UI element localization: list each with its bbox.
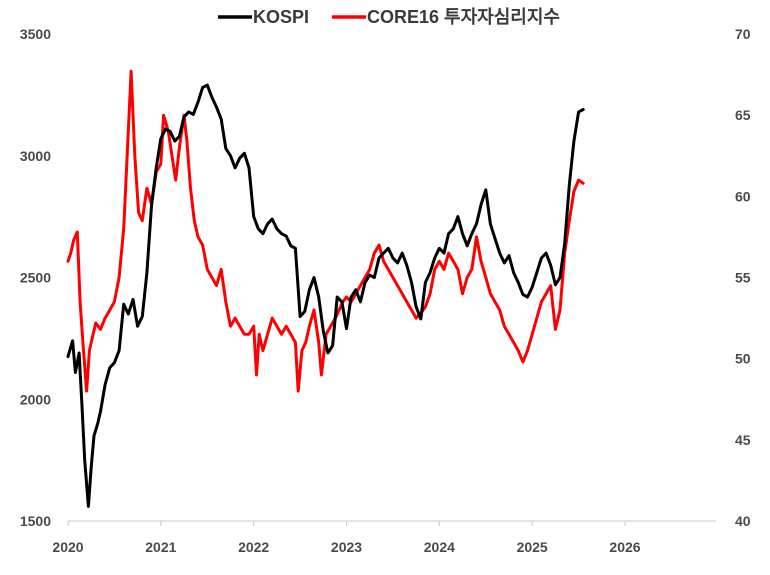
y-right-tick-label: 45 — [735, 432, 751, 448]
x-tick-label: 2022 — [238, 539, 269, 555]
x-tick-label: 2025 — [517, 539, 548, 555]
y-right-tick-label: 60 — [735, 188, 751, 204]
x-axis: 2020 2021 2022 2023 2024 2025 2026 — [52, 520, 716, 555]
y-right-tick-label: 65 — [735, 107, 751, 123]
y-right-tick-label: 55 — [735, 270, 751, 286]
y-right-tick-label: 70 — [735, 26, 751, 42]
x-tick-label: 2023 — [331, 539, 362, 555]
legend: KOSPI CORE16 투자자심리지수 — [218, 7, 560, 27]
legend-label-core16: CORE16 투자자심리지수 — [367, 7, 560, 27]
y-left-tick-label: 1500 — [20, 513, 51, 529]
x-tick-label: 2026 — [609, 539, 640, 555]
y-axis-left: 1500 2000 2500 3000 3500 — [20, 26, 51, 529]
series-line-kospi — [66, 83, 585, 508]
series-line-core16 — [66, 69, 585, 393]
y-left-tick-label: 3500 — [20, 26, 51, 42]
x-tick-label: 2021 — [145, 539, 176, 555]
y-left-tick-label: 2500 — [20, 270, 51, 286]
y-left-tick-label: 3000 — [20, 148, 51, 164]
y-right-tick-label: 50 — [735, 351, 751, 367]
x-tick-label: 2020 — [52, 539, 83, 555]
y-right-tick-label: 40 — [735, 513, 751, 529]
y-axis-right: 40 45 50 55 60 65 70 — [735, 26, 751, 529]
x-tick-label: 2024 — [424, 539, 455, 555]
plot-lines — [66, 69, 585, 508]
y-left-tick-label: 2000 — [20, 391, 51, 407]
legend-label-kospi: KOSPI — [253, 7, 309, 27]
